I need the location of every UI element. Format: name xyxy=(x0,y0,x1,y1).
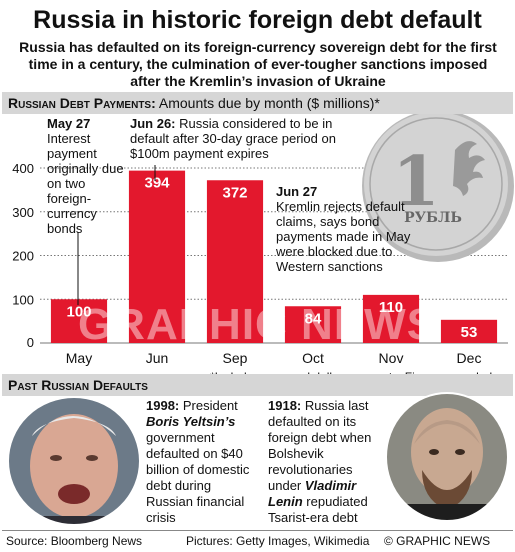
data-label-dec: 53 xyxy=(461,324,478,341)
bar-dec xyxy=(440,319,498,343)
pictures-credit: Pictures: Getty Images, Wikimedia xyxy=(186,534,370,548)
data-label-nov: 110 xyxy=(379,299,403,316)
default-1918-year: 1918: xyxy=(268,398,302,413)
annotation-may: May 27 Interest payment originally due o… xyxy=(47,116,127,236)
subtitle: Russia has defaulted on its foreign-curr… xyxy=(19,39,497,89)
data-label-jun: 394 xyxy=(144,175,170,192)
y-tick-label: 0 xyxy=(27,335,34,350)
default-1918: 1918: Russia last defaulted on its forei… xyxy=(268,398,380,526)
section-bar-past-defaults: Past Russian Defaults xyxy=(2,374,513,396)
x-tick-label-jun: Jun xyxy=(146,350,169,366)
y-tick-labels: 0 100 200 300 400 xyxy=(12,161,34,350)
coin-face xyxy=(364,114,508,256)
annotation-jun26-date: Jun 26: xyxy=(130,116,176,131)
coin-value: 1 xyxy=(392,142,439,222)
x-tick-label-nov: Nov xyxy=(379,350,404,366)
x-tick-label-oct: Oct xyxy=(302,350,324,366)
annotation-may-text: Interest payment originally due on two f… xyxy=(47,131,124,236)
bar-nov xyxy=(362,294,420,343)
y-tick-label: 400 xyxy=(12,161,34,176)
default-1998-text-after: government defaulted on $40 billion of d… xyxy=(146,430,250,525)
bars: 100 394 372 84 110 53 xyxy=(50,170,498,343)
default-1918-text-after: repudiated Tsarist-era debt xyxy=(268,494,368,525)
section-description: Amounts due by month ($ millions)* xyxy=(158,95,380,111)
data-label-oct: 84 xyxy=(305,310,322,327)
default-1998-text-before: President xyxy=(182,398,238,413)
annotation-jun27-date: Jun 27 xyxy=(276,184,318,199)
default-1998-year: 1998: xyxy=(146,398,180,413)
section-heading-past-defaults: Past Russian Defaults xyxy=(8,377,148,393)
default-1998-name: Boris Yeltsin’s xyxy=(146,414,236,429)
section-bar-debt-payments: Russian Debt Payments: Amounts due by mo… xyxy=(2,92,513,114)
bar-oct xyxy=(284,306,342,343)
section-heading-debt-payments: Russian Debt Payments: xyxy=(8,95,156,111)
annotation-jun27-text: Kremlin rejects default claims, says bon… xyxy=(276,199,411,274)
page-title: Russia in historic foreign debt default xyxy=(33,6,482,34)
default-1918-name: Vladimir Lenin xyxy=(268,478,357,509)
ruble-coin: 1 РУБЛЬ xyxy=(362,114,514,262)
annotation-jun26: Jun 26: Russia considered to be in defau… xyxy=(130,116,350,161)
data-label-may: 100 xyxy=(66,303,91,320)
x-tick-label-dec: Dec xyxy=(457,350,482,366)
x-tick-labels: May Jun Sep Oct Nov Dec xyxy=(66,350,482,366)
lenin-portrait xyxy=(385,392,509,522)
copyright-credit: © GRAPHIC NEWS xyxy=(384,534,491,548)
x-tick-label-may: May xyxy=(66,350,92,366)
y-tick-label: 200 xyxy=(12,249,34,264)
y-tick-label: 300 xyxy=(12,205,34,220)
y-tick-label: 100 xyxy=(12,292,34,307)
coin-flower-icon xyxy=(453,141,485,196)
bar-may xyxy=(50,299,108,343)
default-1998: 1998: President Boris Yeltsin’s governme… xyxy=(146,398,258,526)
coin-inner-ring xyxy=(369,117,503,251)
bar-jun xyxy=(128,170,186,343)
footer-divider xyxy=(2,530,513,531)
annotation-jun26-text: Russia considered to be in default after… xyxy=(130,116,336,161)
x-tick-label-sep: Sep xyxy=(223,350,248,366)
source-credit: Source: Bloomberg News xyxy=(6,534,143,548)
yeltsin-portrait xyxy=(7,396,141,526)
coin-word: РУБЛЬ xyxy=(404,210,462,226)
annotation-may-date: May 27 xyxy=(47,116,91,131)
bar-sep xyxy=(206,180,264,343)
annotation-jun27: Jun 27 Kremlin rejects default claims, s… xyxy=(276,184,436,274)
default-1918-text-before: Russia last defaulted on its foreign deb… xyxy=(268,398,372,493)
data-label-sep: 372 xyxy=(222,184,247,201)
debt-payments-chart: 100 394 372 84 110 53 0 100 200 300 400 May Jun Sep… xyxy=(12,114,514,366)
